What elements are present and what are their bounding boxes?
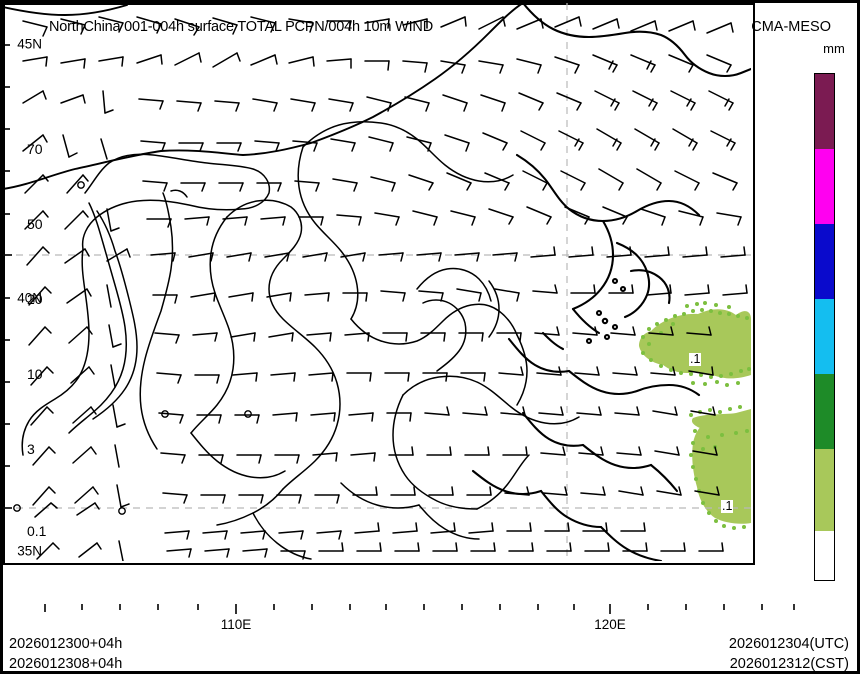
colorbar-band-50-70 [815, 149, 834, 224]
page-title: NorthChina 001-004h surface TOTAL PCPN/0… [49, 19, 433, 35]
bottom-axis-ticks [44, 604, 795, 614]
latitude-axis-labels: 45N 40N 35N [3, 3, 42, 677]
precip-contour-label-a: .1 [689, 352, 702, 366]
footer-init-time-utc: 2026012300+04h [9, 636, 123, 652]
colorbar-band-20-50 [815, 224, 834, 299]
footer-valid-time-cst: 2026012312(CST) [729, 656, 849, 672]
map-canvas [3, 3, 751, 561]
colorbar-tick-0.1: 0.1 [27, 523, 47, 539]
colorbar-tick-70: 70 [27, 141, 43, 157]
colorbar-band-10-20 [815, 299, 834, 374]
colorbar-band-below-0.1 [815, 531, 834, 580]
axis-ticks [3, 44, 12, 509]
colorbar-tick-10: 10 [27, 366, 43, 382]
colorbar-unit-label: mm [823, 41, 845, 56]
colorbar-tick-20: 20 [27, 291, 43, 307]
province-boundaries [21, 120, 580, 560]
footer-init-time-cst: 2026012308+04h [9, 656, 123, 672]
y-tick-45n: 45N [17, 36, 42, 52]
longitude-axis-labels: 110E 120E [3, 3, 860, 677]
calm-wind-markers [13, 181, 252, 515]
colorbar-band-3-10 [815, 374, 834, 449]
colorbar-tick-3: 3 [27, 441, 35, 457]
precip-contour-label-b: .1 [721, 499, 734, 513]
wind-barbs [22, 16, 748, 561]
colorbar-band-70plus [815, 74, 834, 149]
x-tick-120e: 120E [594, 617, 626, 632]
precipitation-colorbar[interactable] [814, 73, 835, 581]
coastline [3, 3, 524, 190]
y-tick-40n: 40N [17, 290, 42, 306]
map-plot-area[interactable]: .1 .1 [3, 3, 755, 565]
precip-shading [639, 309, 751, 524]
colorbar-tick-50: 50 [27, 216, 43, 232]
footer-valid-time-utc: 2026012304(UTC) [728, 636, 849, 652]
model-label: CMA-MESO [751, 19, 831, 35]
y-tick-35n: 35N [17, 543, 42, 559]
x-tick-110e: 110E [220, 617, 252, 632]
precip-stipple [641, 301, 751, 530]
gridlines [3, 3, 751, 561]
colorbar-band-0.1-3 [815, 449, 834, 531]
